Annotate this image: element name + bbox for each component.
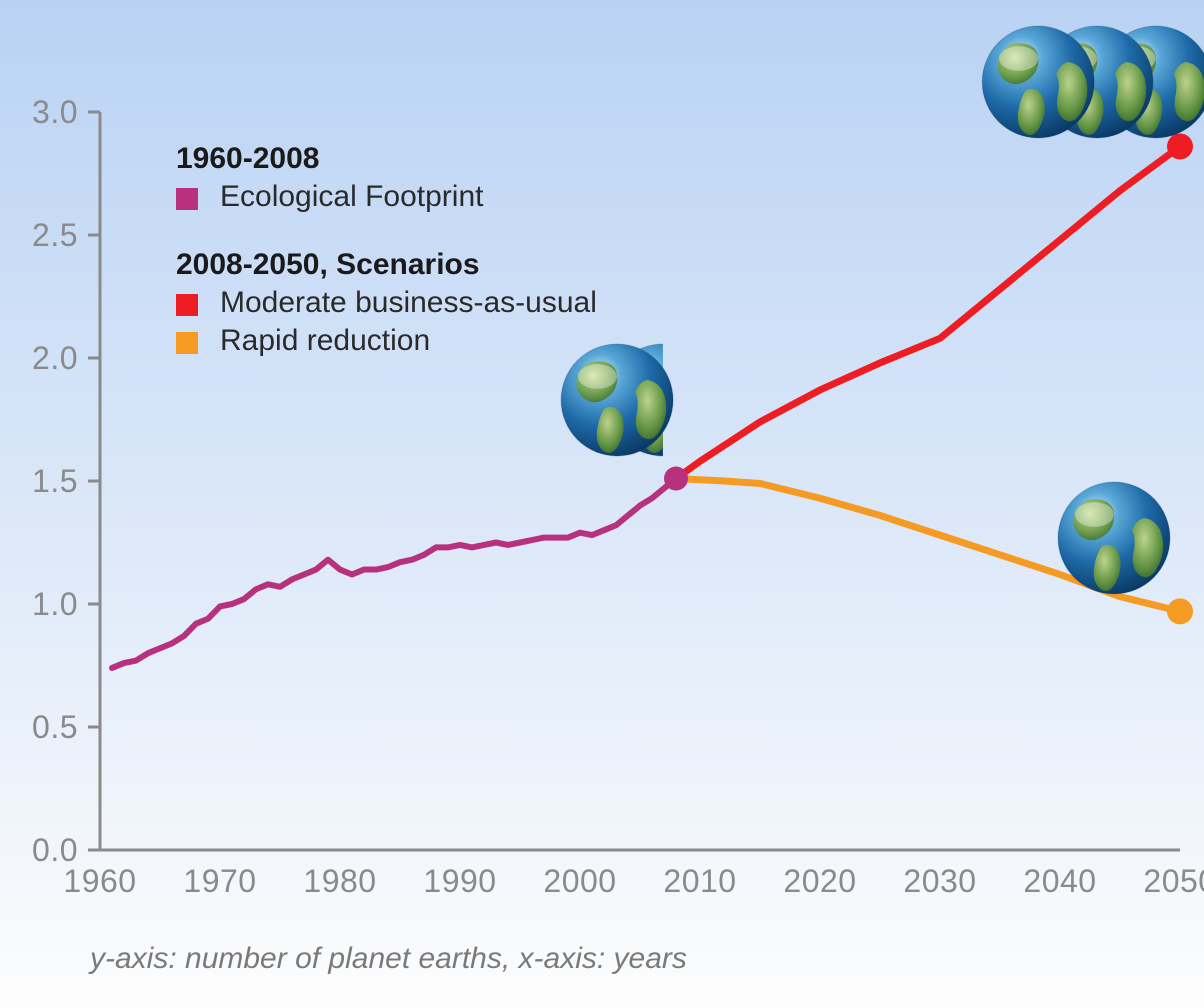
x-tick-label: 1980: [303, 863, 376, 899]
y-tick-label: 2.5: [32, 217, 78, 253]
legend-section-title: 2008-2050, Scenarios: [176, 248, 480, 281]
bau-end-marker: [1167, 133, 1193, 159]
x-tick-label: 1990: [423, 863, 496, 899]
rapid-end-marker: [1167, 598, 1193, 624]
x-tick-label: 2030: [903, 863, 976, 899]
x-tick-label: 2020: [783, 863, 856, 899]
earth-icon: [982, 26, 1094, 138]
legend-swatch: [176, 332, 198, 354]
y-tick-label: 3.0: [32, 94, 78, 130]
earth-icon: [1058, 482, 1170, 594]
legend-item-label: Ecological Footprint: [220, 180, 484, 213]
footprint-chart: 0.00.51.01.52.02.53.01960197019801990200…: [0, 0, 1204, 1008]
x-tick-label: 2010: [663, 863, 736, 899]
axis-caption: y-axis: number of planet earths, x-axis:…: [88, 942, 687, 975]
x-tick-label: 2050: [1143, 863, 1204, 899]
x-tick-label: 2040: [1023, 863, 1096, 899]
x-tick-label: 2000: [543, 863, 616, 899]
x-tick-label: 1960: [63, 863, 136, 899]
legend-item-label: Moderate business-as-usual: [220, 286, 597, 319]
y-tick-label: 1.0: [32, 586, 78, 622]
earth-icons-top-right: [982, 26, 1204, 138]
earth-icons-right-one: [1058, 482, 1170, 594]
legend-swatch: [176, 294, 198, 316]
earth-icon: [561, 344, 673, 456]
legend-swatch: [176, 188, 198, 210]
x-tick-label: 1970: [183, 863, 256, 899]
footprint-end-marker: [664, 467, 688, 491]
y-tick-label: 0.5: [32, 709, 78, 745]
y-tick-label: 1.5: [32, 463, 78, 499]
y-tick-label: 2.0: [32, 340, 78, 376]
legend-item-label: Rapid reduction: [220, 324, 430, 357]
chart-container: 0.00.51.01.52.02.53.01960197019801990200…: [0, 0, 1204, 1008]
legend-section-title: 1960-2008: [176, 142, 319, 175]
